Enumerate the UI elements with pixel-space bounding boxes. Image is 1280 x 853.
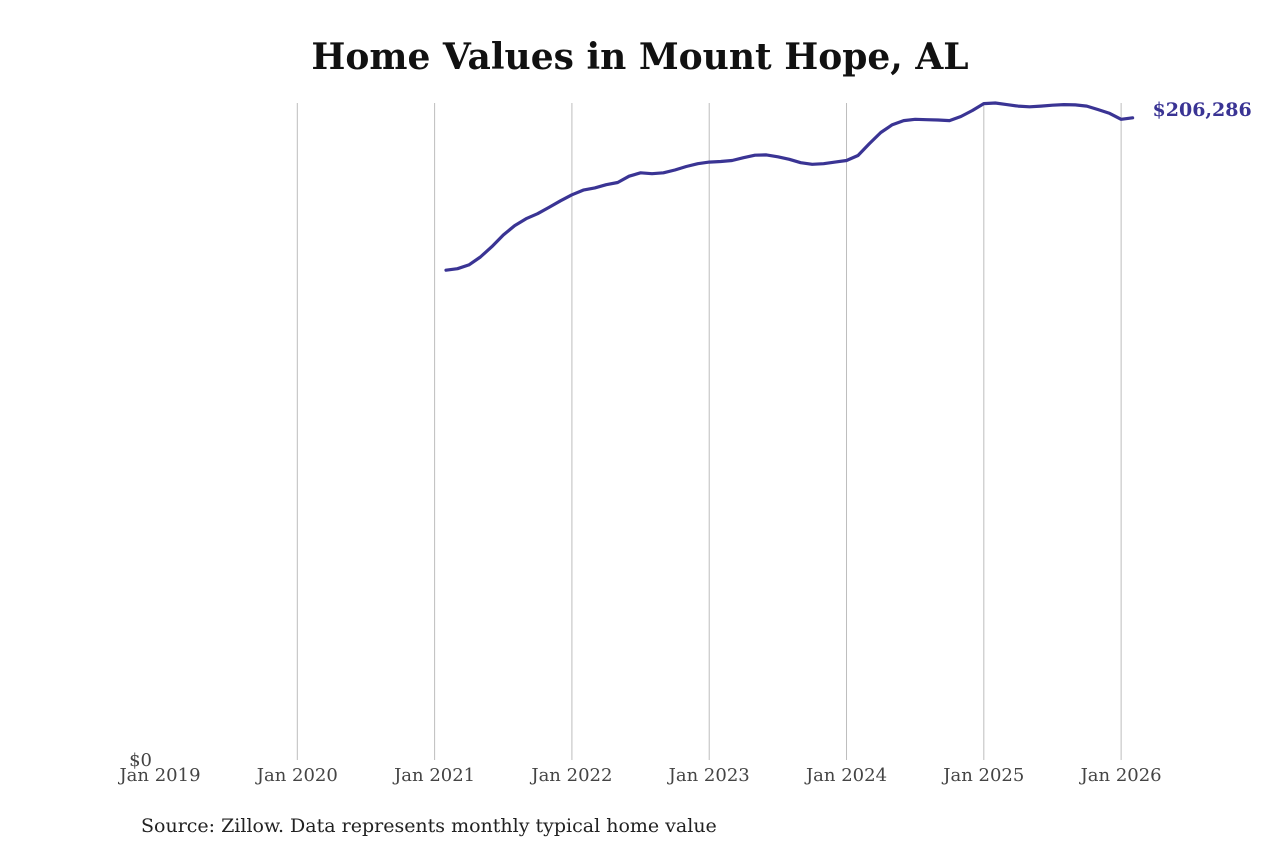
source-note: Source: Zillow. Data represents monthly … bbox=[141, 815, 717, 837]
x-tick-label: Jan 2022 bbox=[529, 765, 612, 786]
x-tick-label: Jan 2026 bbox=[1079, 765, 1162, 786]
x-tick-label: Jan 2025 bbox=[941, 765, 1024, 786]
x-tick-label: Jan 2024 bbox=[804, 765, 887, 786]
axis-ticks: Jan 2019 Jan 2020 Jan 2021 Jan 2022 Jan 2023… bbox=[117, 750, 1161, 786]
x-tick-label: Jan 2020 bbox=[255, 765, 338, 786]
label-layer: $206,286 bbox=[1153, 99, 1252, 121]
x-tick-label: Jan 2023 bbox=[667, 765, 750, 786]
chart-title: Home Values in Mount Hope, AL bbox=[311, 36, 969, 78]
series-line bbox=[444, 101, 1135, 272]
end-value-label: $206,286 bbox=[1153, 99, 1252, 121]
x-tick-label: Jan 2019 bbox=[117, 765, 200, 786]
grid-lines bbox=[296, 103, 1122, 760]
series-layer bbox=[444, 101, 1135, 272]
x-tick-label: Jan 2021 bbox=[392, 765, 475, 786]
y-tick-label: $0 bbox=[129, 750, 152, 771]
